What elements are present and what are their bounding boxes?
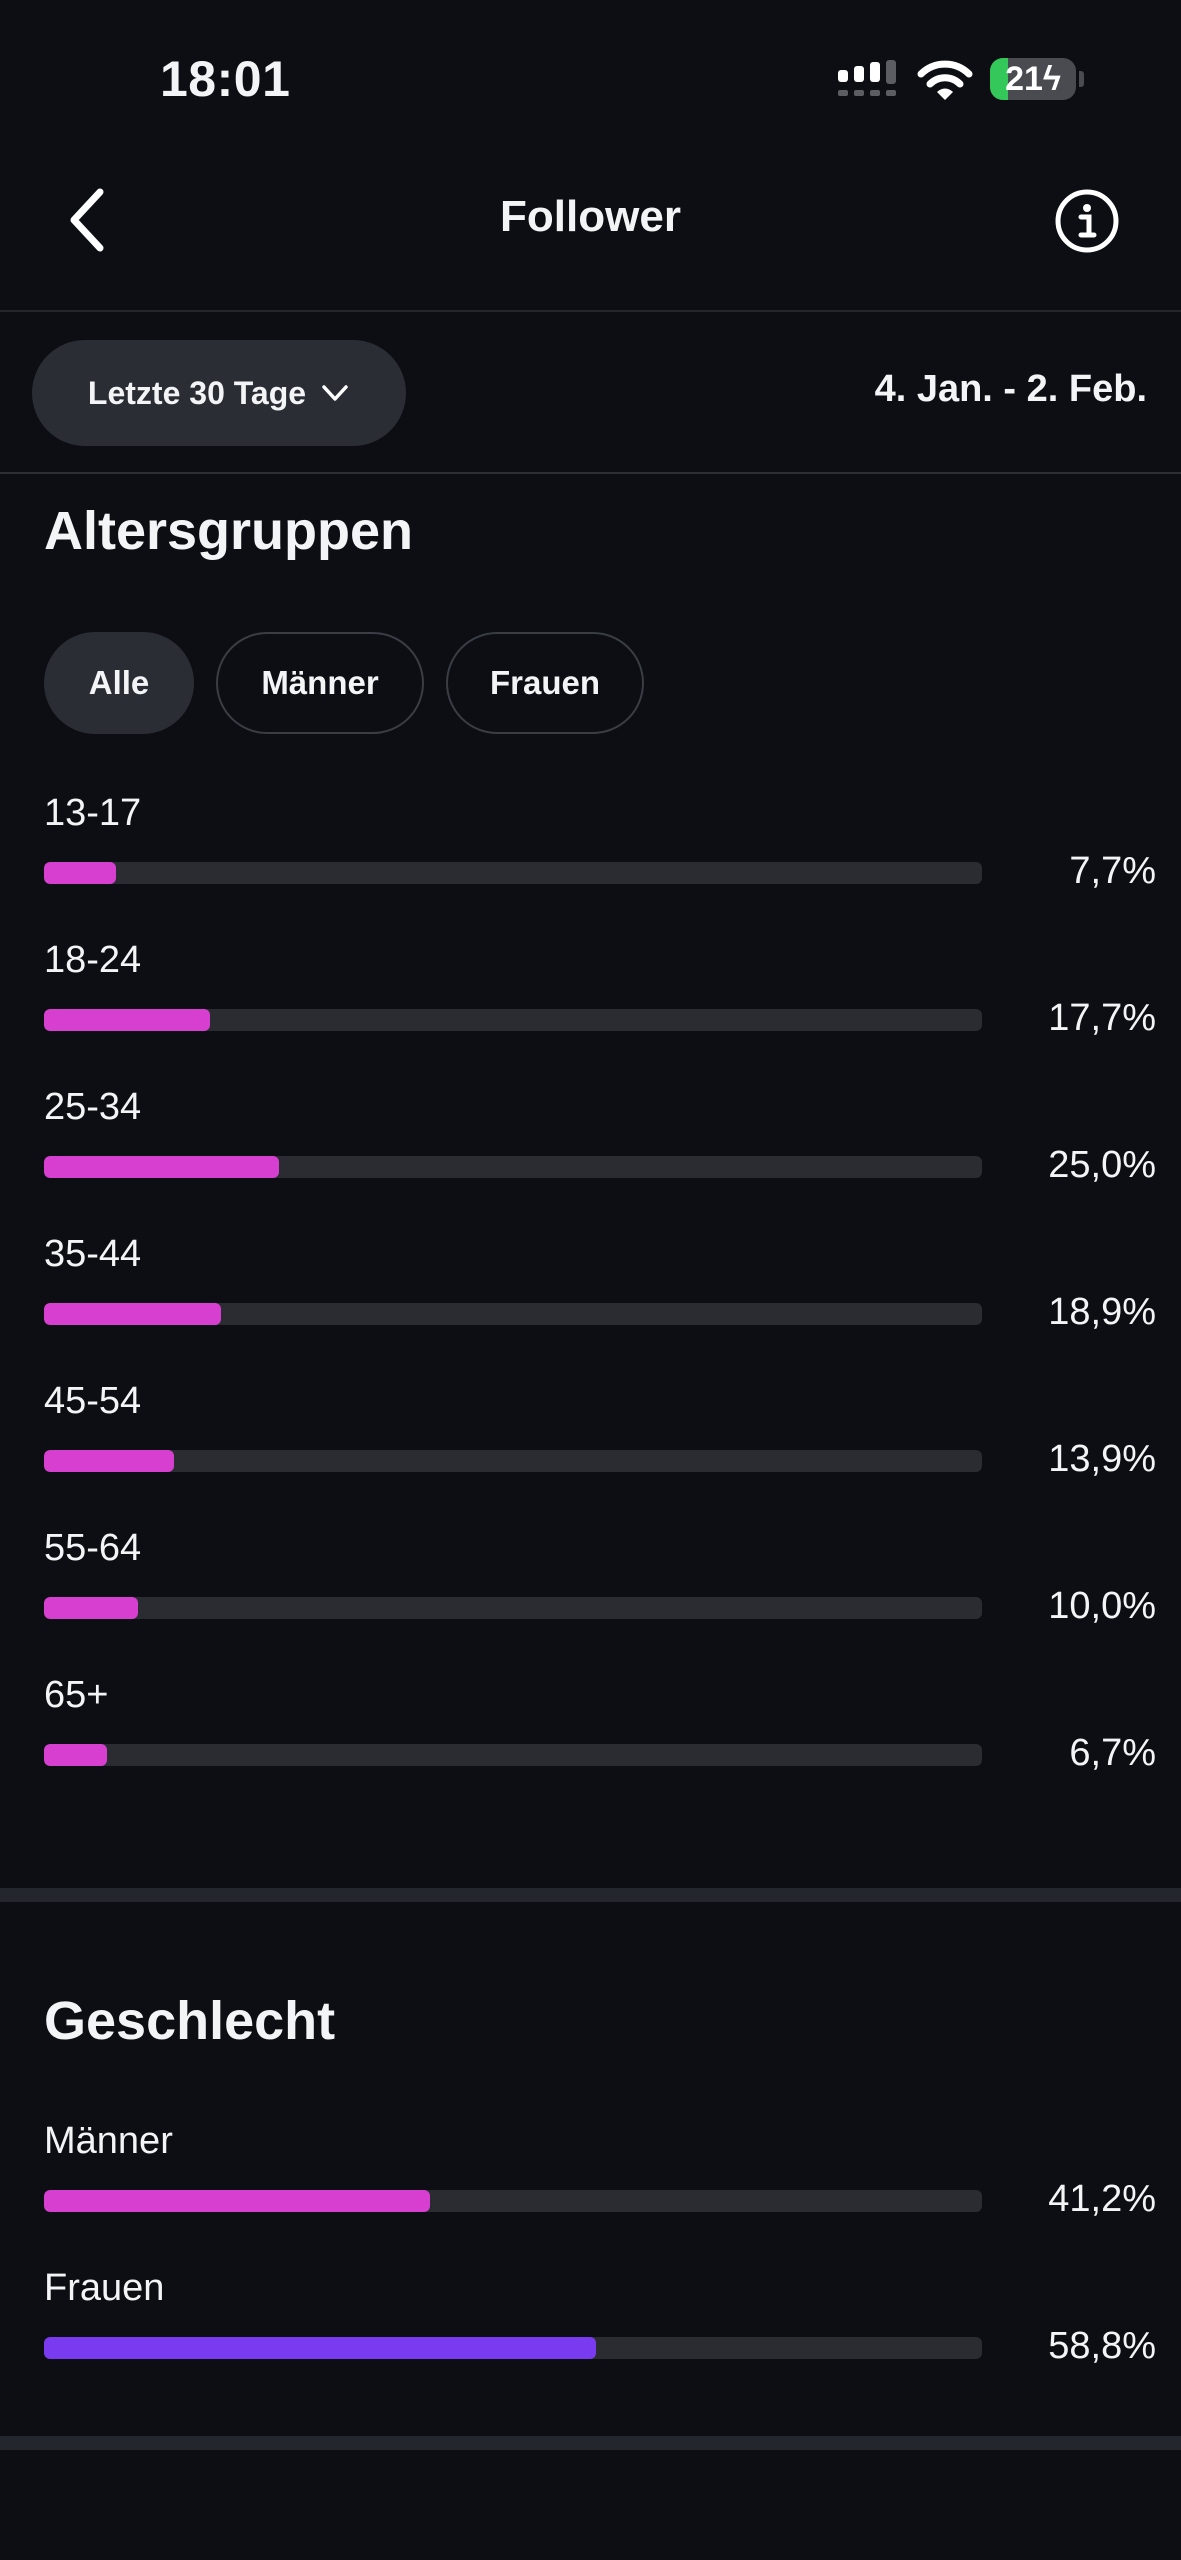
age-group-bar-track: [44, 1744, 982, 1766]
gender-title: Geschlecht: [44, 1991, 336, 2051]
status-bar: 18:01 21ϟ: [0, 0, 1181, 140]
age-group-row: 45-54 13,9%: [44, 1380, 1156, 1490]
info-icon[interactable]: [1054, 188, 1120, 254]
section-divider: [0, 1888, 1181, 1902]
battery-cap: [1079, 71, 1084, 87]
back-button[interactable]: [56, 182, 120, 258]
wifi-icon: [917, 60, 973, 100]
age-group-row: 18-24 17,7%: [44, 939, 1156, 1049]
age-group-value: 25,0%: [1048, 1144, 1156, 1186]
age-group-bar-track: [44, 1303, 982, 1325]
gender-bar-fill: [44, 2190, 431, 2212]
gender-bar-track: [44, 2190, 982, 2212]
charging-bolt-icon: ϟ: [1042, 60, 1061, 98]
gender-row: Männer 41,2%: [44, 2120, 1156, 2230]
age-group-label: 13-17: [44, 792, 142, 834]
filter-chip-women[interactable]: Frauen: [446, 632, 644, 734]
gender-value: 41,2%: [1048, 2178, 1156, 2220]
age-group-label: 35-44: [44, 1233, 142, 1275]
battery-level: 21: [1005, 60, 1043, 98]
age-group-label: 18-24: [44, 939, 142, 981]
filter-chip-all[interactable]: Alle: [44, 632, 194, 734]
battery-indicator: 21ϟ: [990, 58, 1076, 100]
age-group-label: 65+: [44, 1674, 109, 1716]
age-group-label: 55-64: [44, 1527, 142, 1569]
header: Follower: [0, 140, 1181, 312]
age-group-bar-fill: [44, 1744, 107, 1766]
gender-label: Frauen: [44, 2267, 165, 2309]
age-group-row: 13-17 7,7%: [44, 792, 1156, 902]
filter-chip-men[interactable]: Männer: [216, 632, 424, 734]
gender-row: Frauen 58,8%: [44, 2267, 1156, 2377]
age-group-bar-track: [44, 1009, 982, 1031]
age-group-value: 7,7%: [1069, 850, 1156, 892]
period-label: Letzte 30 Tage: [87, 374, 307, 411]
age-group-value: 18,9%: [1048, 1291, 1156, 1333]
age-group-label: 45-54: [44, 1380, 142, 1422]
age-group-value: 13,9%: [1048, 1438, 1156, 1480]
age-group-label: 25-34: [44, 1086, 142, 1128]
page-title: Follower: [500, 192, 681, 241]
age-group-bar-fill: [44, 1009, 211, 1031]
signal-icon: [838, 60, 896, 96]
status-time: 18:01: [160, 51, 291, 107]
age-group-bar-fill: [44, 862, 117, 884]
age-group-row: 35-44 18,9%: [44, 1233, 1156, 1343]
age-group-bar-fill: [44, 1156, 279, 1178]
gender-value: 58,8%: [1048, 2325, 1156, 2367]
age-group-bar-track: [44, 862, 982, 884]
age-groups-title: Altersgruppen: [44, 501, 414, 561]
age-group-bar-track: [44, 1450, 982, 1472]
age-group-bar-track: [44, 1156, 982, 1178]
period-dropdown[interactable]: Letzte 30 Tage: [32, 340, 406, 446]
age-group-bar-fill: [44, 1450, 175, 1472]
period-bar: Letzte 30 Tage 4. Jan. - 2. Feb.: [0, 312, 1181, 474]
age-group-bar-track: [44, 1597, 982, 1619]
age-group-value: 17,7%: [1048, 997, 1156, 1039]
age-group-bar-fill: [44, 1303, 222, 1325]
gender-bar-track: [44, 2337, 982, 2359]
age-group-bar-fill: [44, 1597, 138, 1619]
battery-fill: [990, 58, 1009, 100]
age-filter-chips: Alle Männer Frauen: [44, 632, 644, 734]
age-group-value: 10,0%: [1048, 1585, 1156, 1627]
age-group-value: 6,7%: [1069, 1732, 1156, 1774]
gender-bar-fill: [44, 2337, 596, 2359]
age-group-row: 55-64 10,0%: [44, 1527, 1156, 1637]
date-range: 4. Jan. - 2. Feb.: [874, 368, 1147, 410]
chevron-down-icon: [322, 385, 348, 401]
age-group-row: 65+ 6,7%: [44, 1674, 1156, 1784]
section-divider: [0, 2436, 1181, 2450]
gender-label: Männer: [44, 2120, 173, 2162]
age-group-row: 25-34 25,0%: [44, 1086, 1156, 1196]
